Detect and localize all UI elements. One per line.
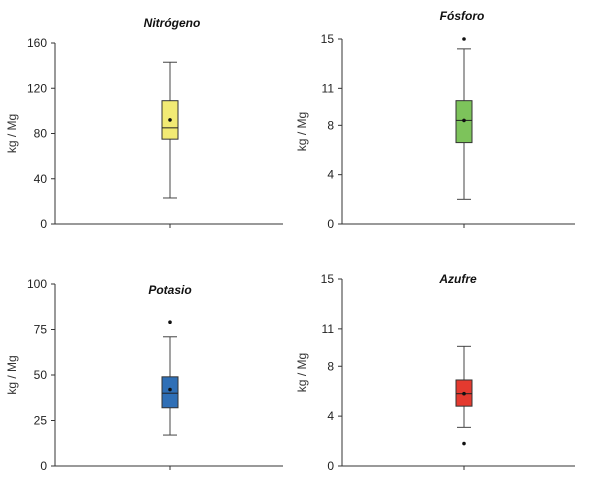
y-tick-label: 0: [327, 217, 334, 231]
y-tick-label: 80: [34, 127, 48, 141]
y-axis-label: kg / Mg: [5, 355, 19, 394]
mean-marker: [168, 118, 172, 122]
y-tick-label: 40: [34, 172, 48, 186]
outlier-point: [462, 441, 466, 446]
y-tick-label: 75: [34, 323, 48, 337]
y-tick-label: 11: [322, 322, 335, 336]
iqr-box: [161, 376, 179, 409]
y-tick-label: 50: [34, 368, 48, 382]
outlier-point: [462, 37, 466, 41]
y-tick-label: 15: [321, 272, 335, 286]
mean-marker: [462, 391, 466, 396]
mean-marker: [462, 118, 466, 123]
y-tick-label: 25: [34, 414, 48, 428]
y-tick-label: 0: [327, 459, 334, 473]
y-tick-label: 160: [27, 36, 47, 50]
panel-title: Fósforo: [440, 9, 485, 23]
y-tick-label: 120: [27, 81, 47, 95]
y-axis-label: kg / Mg: [5, 114, 19, 153]
panel-title: Nitrógeno: [144, 16, 201, 30]
outlier-point: [168, 320, 172, 325]
y-tick-label: 8: [327, 118, 334, 132]
y-tick-label: 4: [327, 168, 334, 182]
y-axis-label: kg / Mg: [295, 112, 309, 151]
y-axis-label: kg / Mg: [295, 353, 309, 392]
panel-title: Azufre: [438, 272, 477, 286]
y-tick-label: 4: [327, 409, 334, 423]
y-tick-label: 15: [321, 32, 335, 46]
y-tick-label: 8: [327, 359, 334, 373]
panel-title: Potasio: [148, 283, 191, 297]
y-tick-label: 0: [40, 459, 47, 473]
y-tick-label: 0: [40, 217, 47, 231]
y-tick-label: 11: [322, 81, 335, 95]
y-tick-label: 100: [27, 277, 47, 291]
mean-marker: [168, 387, 172, 392]
